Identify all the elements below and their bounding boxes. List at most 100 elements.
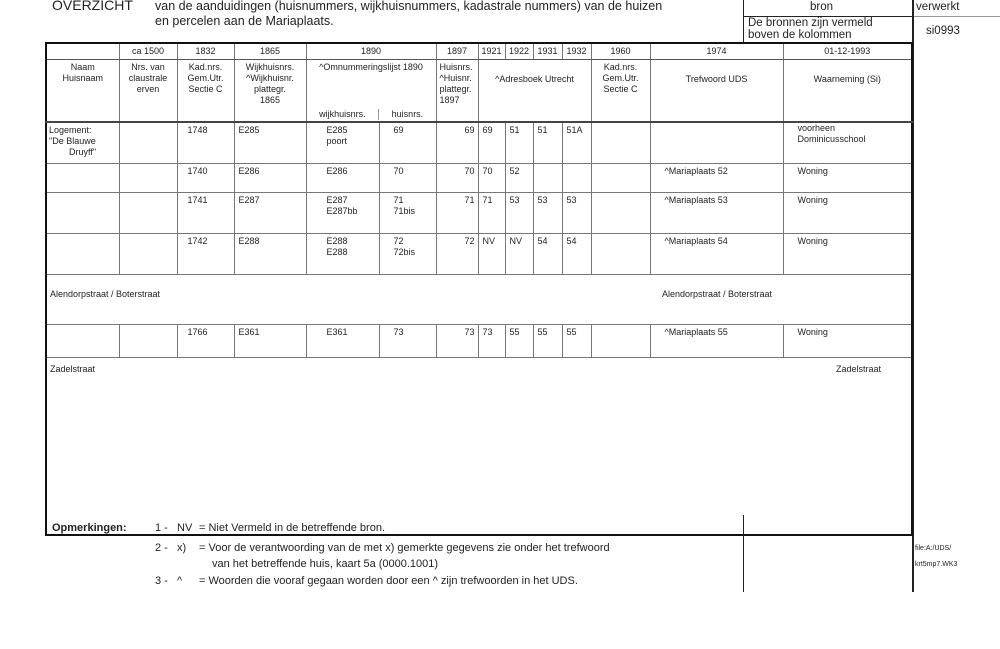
source-label: Trefwoord UDS <box>685 74 748 84</box>
remark-key: NV <box>177 522 193 534</box>
table-cell: 53 <box>504 192 534 234</box>
table-cell <box>45 163 120 193</box>
table-cell: 73 <box>477 324 506 358</box>
document-title: OVERZICHT <box>52 0 133 13</box>
bron-box-divider <box>743 16 912 17</box>
table-cell: 53 <box>561 192 592 234</box>
street-name-right: Alendorpstraat / Boterstraat <box>650 274 912 325</box>
table-cell: ^Mariaplaats 53 <box>649 192 784 234</box>
source-label: ^Adresboek Utrecht <box>495 74 574 84</box>
table-cell: Woning <box>782 163 913 193</box>
street-name-left: Zadelstraat <box>46 357 650 536</box>
year-cell: ca 1500 <box>118 42 178 60</box>
table-cell: 1742 <box>176 233 235 275</box>
table-cell: 51 <box>532 121 563 164</box>
year-cell: 1931 <box>532 42 563 60</box>
table-cell: 71 <box>435 192 479 234</box>
year-cell: 1890 <box>305 42 437 60</box>
source-label: Naam Huisnaam <box>62 62 104 83</box>
table-cell: E285 <box>233 121 307 164</box>
table-cell <box>45 192 120 234</box>
bron-text-1: De bronnen zijn vermeld <box>748 17 873 29</box>
table-cell: 53 <box>532 192 563 234</box>
source-label: ^Omnummeringslijst 1890 <box>319 62 423 72</box>
source-label: Kad.nrs. Gem.Utr. Sectie C <box>602 62 639 94</box>
table-cell <box>118 324 178 358</box>
table-cell: E288 E288 <box>305 233 380 275</box>
table-cell <box>532 163 563 193</box>
source-cell: Trefwoord UDS <box>649 59 784 123</box>
table-row: Logement: "De Blauwe Druyff" 1748 E285 E285… <box>45 121 913 164</box>
remark-text: = Niet Vermeld in de betreffende bron. <box>199 522 386 534</box>
table-cell: 54 <box>561 233 592 275</box>
street-row: Zadelstraat Zadelstraat <box>46 357 912 536</box>
table-cell: 55 <box>532 324 563 358</box>
table-cell: 1740 <box>176 163 235 193</box>
remark-num: 3 - <box>155 575 168 587</box>
table-cell <box>118 233 178 275</box>
table-cell: 51 <box>504 121 534 164</box>
verwerkt-value: si0993 <box>926 25 960 37</box>
source-label: Kad.nrs. Gem.Utr. Sectie C <box>187 62 224 94</box>
table-row: 1741 E287 E287 E287bb 71 71bis 71 71 53 53 53 ^Ma… <box>45 192 913 234</box>
year-cell: 1932 <box>561 42 592 60</box>
source-label: Huisnrs. ^Huisnr. plattegr. 1897 <box>439 62 473 105</box>
remark-num: 1 - <box>155 522 168 534</box>
table-cell: 70 <box>477 163 506 193</box>
table-cell <box>118 121 178 164</box>
remark-text: van het betreffende huis, kaart 5a (0000… <box>212 558 439 570</box>
table-cell: NV <box>477 233 506 275</box>
table-cell: E285 poort <box>305 121 380 164</box>
bron-box-left-border <box>743 0 744 43</box>
table-cell: 69 <box>477 121 506 164</box>
table-cell: Woning <box>782 192 913 234</box>
table-cell: 1766 <box>176 324 235 358</box>
table-cell: 51A <box>561 121 592 164</box>
table-cell: voorheen Dominicusschool <box>782 121 913 164</box>
table-cell: 73 <box>378 324 437 358</box>
verwerkt-label: verwerkt <box>916 1 960 13</box>
source-cell: ^Adresboek Utrecht <box>477 59 592 123</box>
source-cell: Naam Huisnaam <box>45 59 120 123</box>
remark-num: 2 - <box>155 542 168 554</box>
table-cell <box>45 324 120 358</box>
table-cell: 70 <box>435 163 479 193</box>
table-cell: 73 <box>435 324 479 358</box>
remark-key: x) <box>177 542 187 554</box>
table-cell: Woning <box>782 324 913 358</box>
table-cell: 71 <box>477 192 506 234</box>
table-cell: 1741 <box>176 192 235 234</box>
source-label: Wijkhuisnrs. ^Wijkhuisnr. plattegr. 1865 <box>245 62 295 105</box>
table-cell: E361 <box>305 324 380 358</box>
table-cell: 54 <box>532 233 563 275</box>
sub-header-label: huisnrs. <box>378 109 435 120</box>
table-cell: Logement: "De Blauwe Druyff" <box>45 121 120 164</box>
table-cell <box>590 192 651 234</box>
remark-text: = Voor de verantwoording van de met x) g… <box>199 542 610 554</box>
table-cell: E286 <box>305 163 380 193</box>
year-cell: 1921 <box>477 42 506 60</box>
table-cell: 55 <box>504 324 534 358</box>
source-cell: Nrs. van claustrale erven <box>118 59 178 123</box>
table-cell: 71 71bis <box>378 192 437 234</box>
remarks-label: Opmerkingen: <box>52 522 127 534</box>
source-cell: Kad.nrs. Gem.Utr. Sectie C <box>590 59 651 123</box>
bron-label: bron <box>810 1 834 13</box>
year-cell: 1922 <box>504 42 534 60</box>
file-path-1: file:A:/UDS/ <box>915 545 952 552</box>
year-cell <box>45 42 120 60</box>
source-label: Waarneming (Si) <box>813 74 881 84</box>
table-cell: Woning <box>782 233 913 275</box>
table-row: 1740 E286 E286 70 70 70 52 ^Mariaplaats 52 Wonin… <box>45 163 913 193</box>
table-cell: 1748 <box>176 121 235 164</box>
table-cell <box>590 324 651 358</box>
year-cell: 1832 <box>176 42 235 60</box>
table-cell: ^Mariaplaats 54 <box>649 233 784 275</box>
source-header-row: Naam Huisnaam Nrs. van claustrale erven Ka… <box>45 59 913 123</box>
year-cell: 1960 <box>590 42 651 60</box>
table-cell: 55 <box>561 324 592 358</box>
sub-header-label: wijkhuisnrs. <box>319 109 366 119</box>
source-cell: Kad.nrs. Gem.Utr. Sectie C <box>176 59 235 123</box>
verwerkt-divider <box>914 16 1000 17</box>
remark-text: = Woorden die vooraf gegaan worden door … <box>199 575 578 587</box>
